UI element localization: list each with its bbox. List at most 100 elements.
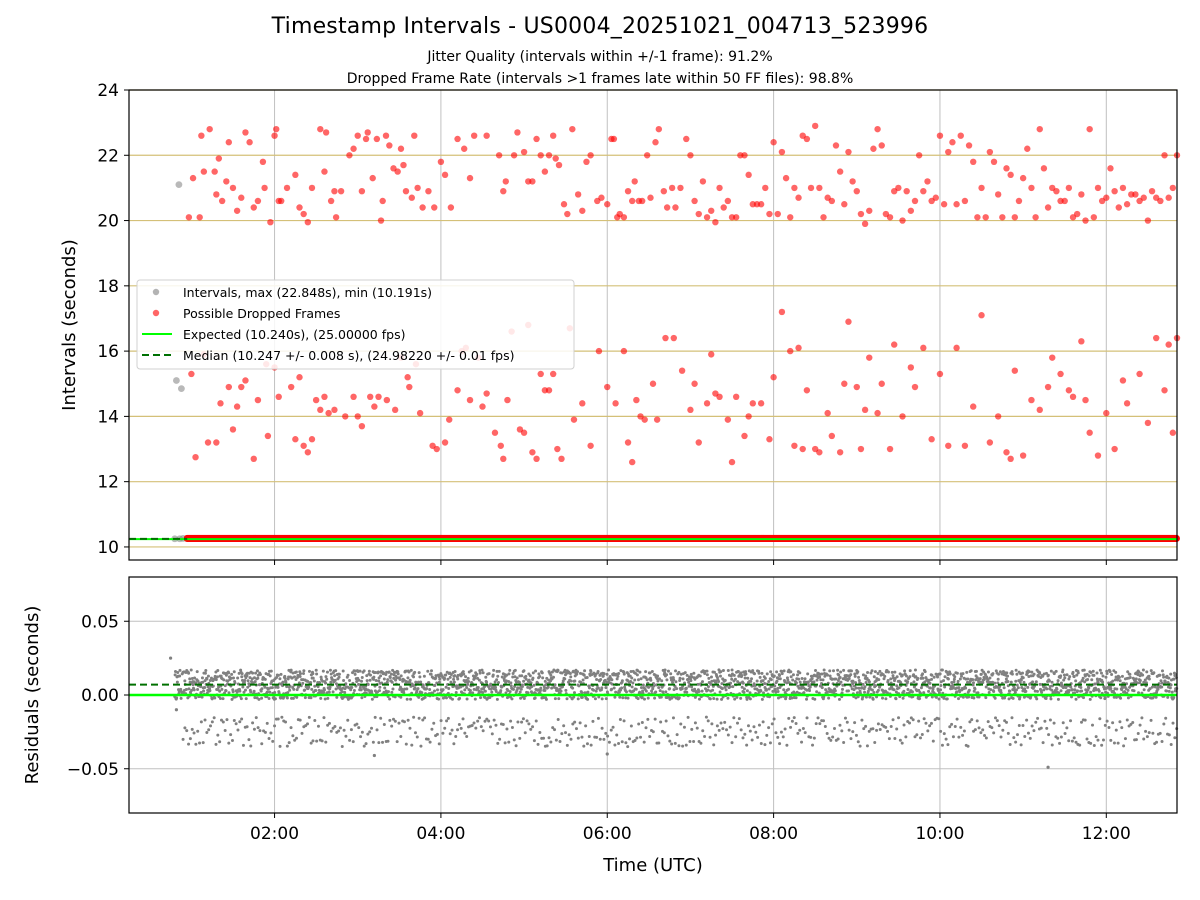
residual-outlier-point (856, 740, 860, 744)
residual-outlier-point (836, 737, 840, 741)
residual-point (427, 681, 431, 685)
residual-outlier-point (796, 731, 800, 735)
residual-outlier-point (463, 731, 467, 735)
residual-point (806, 672, 810, 676)
x-axis-label: Time (UTC) (602, 855, 703, 876)
residual-point (1141, 668, 1145, 672)
residual-outlier-point (245, 725, 249, 729)
residual-point (285, 696, 289, 700)
residual-outlier-point (549, 740, 553, 744)
residual-point (581, 678, 585, 682)
residual-outlier-point (864, 724, 868, 728)
residual-point (728, 685, 732, 689)
residual-point (602, 672, 606, 676)
residual-outlier-point (1131, 721, 1135, 725)
residual-point (413, 686, 417, 690)
residual-outlier-point (726, 733, 730, 737)
residual-point (252, 676, 256, 680)
residual-point (784, 695, 788, 699)
residual-point (324, 681, 328, 685)
dropped-frame-point (604, 201, 611, 208)
dropped-frame-point (1028, 184, 1035, 192)
dropped-frame-point (569, 125, 576, 133)
residual-outlier-point (675, 733, 679, 737)
residual-point (299, 672, 303, 676)
residual-point (199, 690, 203, 694)
residual-point (1165, 689, 1169, 693)
dropped-frame-point (1049, 354, 1056, 361)
dropped-frame-point (1007, 455, 1014, 463)
dropped-frame-point (558, 455, 565, 463)
dropped-frame-point (845, 318, 852, 325)
residual-point (851, 679, 855, 683)
residual-point (659, 695, 663, 699)
residual-point (945, 670, 949, 674)
residual-outlier-point (854, 733, 858, 737)
residual-point (617, 671, 621, 675)
residual-point (307, 685, 311, 689)
residual-point (894, 697, 898, 701)
residual-point (316, 685, 320, 689)
residual-point (328, 668, 332, 672)
residual-point (1019, 678, 1023, 682)
residual-point (885, 691, 889, 695)
residual-point (1035, 689, 1039, 693)
residual-outlier-point (565, 743, 569, 747)
residual-point (399, 674, 403, 678)
residual-outlier-point (406, 718, 410, 722)
residual-point (458, 696, 462, 700)
residual-point (213, 696, 217, 700)
residual-outlier-point (871, 727, 875, 731)
residual-point (624, 696, 628, 700)
dropped-frame-point (446, 416, 453, 423)
residual-outlier-point (432, 721, 436, 725)
residual-outlier-point (263, 730, 267, 734)
residual-point (278, 677, 282, 681)
residual-point (999, 688, 1003, 692)
dropped-frame-point (364, 129, 371, 136)
residual-point (398, 678, 402, 682)
residual-outlier-point (822, 719, 826, 723)
dropped-frame-point (978, 312, 985, 319)
residual-outlier-point (1056, 736, 1060, 740)
residual-outlier-point (1118, 720, 1122, 724)
dropped-frame-point (911, 383, 919, 391)
dropped-frame-point (283, 184, 291, 192)
legend-box (136, 279, 575, 370)
residual-outlier-point (298, 718, 302, 722)
residual-point (215, 675, 219, 679)
residual-point (1049, 697, 1053, 701)
dropped-frame-point (899, 413, 906, 420)
residual-point (1059, 689, 1063, 693)
residual-point (977, 695, 981, 699)
residual-outlier-point (240, 717, 244, 721)
residual-outlier-point (249, 744, 253, 748)
dropped-frame-point (982, 214, 989, 221)
legend-label-intervals: Intervals, max (22.848s), min (10.191s) (183, 285, 432, 300)
residual-point (1079, 686, 1083, 690)
dropped-frame-point (321, 393, 328, 401)
residual-outlier-point (470, 723, 474, 727)
residual-point (1048, 684, 1052, 688)
residual-point (912, 680, 916, 684)
dropped-frame-point (741, 432, 748, 440)
residual-point (383, 686, 387, 690)
residual-outlier-point (759, 742, 763, 746)
residual-point (861, 673, 865, 677)
residual-outlier-point (981, 728, 985, 732)
residual-point (964, 686, 968, 690)
residual-outlier-point (617, 742, 621, 746)
residual-point (884, 697, 888, 701)
residual-point (1005, 671, 1009, 675)
residual-point (1172, 696, 1176, 700)
residual-point (780, 672, 784, 676)
residual-point (828, 674, 832, 678)
residual-point (495, 697, 499, 701)
residual-point (900, 673, 904, 677)
residual-point (382, 677, 386, 681)
dropped-frame-point (757, 201, 765, 208)
residual-point (1167, 676, 1171, 680)
residual-outlier-point (212, 716, 216, 720)
dropped-frame-point (886, 214, 894, 221)
residual-point (735, 695, 739, 699)
